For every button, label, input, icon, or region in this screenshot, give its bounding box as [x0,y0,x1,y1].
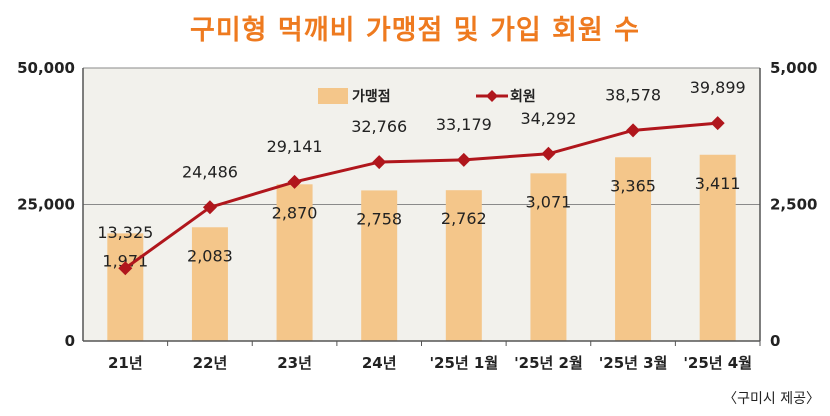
bar-4 [361,190,398,341]
right-tick-label: 0 [770,332,780,350]
line-point-2 [202,200,217,215]
line-value-label: 34,292 [520,109,576,128]
bar-series [107,154,736,341]
legend-bar-label: 가맹점 [352,88,391,105]
line-point-8 [710,116,725,131]
bar-value-label: 3,365 [610,176,656,195]
line-point-3 [287,174,302,189]
line-series [118,116,725,276]
line-value-label: 24,486 [182,162,238,181]
member-line [124,121,718,270]
bar-value-labels: 1,971 2,083 2,870 2,758 2,762 3,071 3,365 3,411 [102,174,740,271]
bar-value-label: 3,411 [695,174,741,193]
source-credit: 〈구미시 제공〉 [723,391,820,407]
bar-2 [191,227,228,341]
bar-value-label: 2,762 [441,209,487,228]
bar-value-label: 2,758 [356,209,402,228]
bar-7 [615,157,652,341]
bar-value-label: 2,870 [272,203,318,222]
legend-bar-swatch [318,88,348,104]
x-tick-label: '25년 4월 [683,354,752,372]
legend-line-marker [486,90,498,102]
left-tick-label: 0 [65,332,75,350]
left-tick-label: 50,000 [17,59,75,77]
x-tick-label: '25년 3월 [599,354,668,372]
line-point-5 [456,152,471,167]
x-tick-label: '25년 2월 [514,354,583,372]
bar-6 [530,173,567,341]
line-point-1 [118,261,133,276]
line-point-6 [541,146,556,161]
bar-8 [699,154,736,341]
axes: 0 25,000 50,000 0 2,500 5,000 21년 22년 23년 24년 '25년… [17,59,817,372]
legend-line-label: 회원 [510,89,536,105]
x-tick-label: 22년 [193,354,228,372]
line-value-labels: 13,325 24,486 29,141 32,766 33,179 34,292 38,5… [97,78,745,242]
line-value-label: 29,141 [267,137,323,156]
line-value-label: 33,179 [436,115,492,134]
line-value-label: 32,766 [351,117,407,136]
chart-title: 구미형 먹깨비 가맹점 및 가입 회원 수 [190,15,640,46]
bar-value-label: 3,071 [526,192,572,211]
line-value-label: 38,578 [605,85,661,104]
x-tick-label: 23년 [277,354,312,372]
right-tick-label: 2,500 [770,196,817,214]
bar-3 [276,184,313,341]
bar-value-label: 2,083 [187,246,233,265]
line-point-4 [372,155,387,170]
legend: 가맹점 회원 [318,88,536,105]
line-value-label: 13,325 [97,223,153,242]
line-point-7 [626,123,641,138]
bar-value-label: 1,971 [102,251,148,270]
left-tick-label: 25,000 [17,196,75,214]
x-tick-label: 21년 [108,354,143,372]
x-tick-label: '25년 1월 [429,354,498,372]
x-tick-label: 24년 [362,354,397,372]
right-tick-label: 5,000 [770,59,817,77]
bar-1 [107,233,144,341]
line-value-label: 39,899 [690,78,746,97]
bar-5 [445,190,482,341]
